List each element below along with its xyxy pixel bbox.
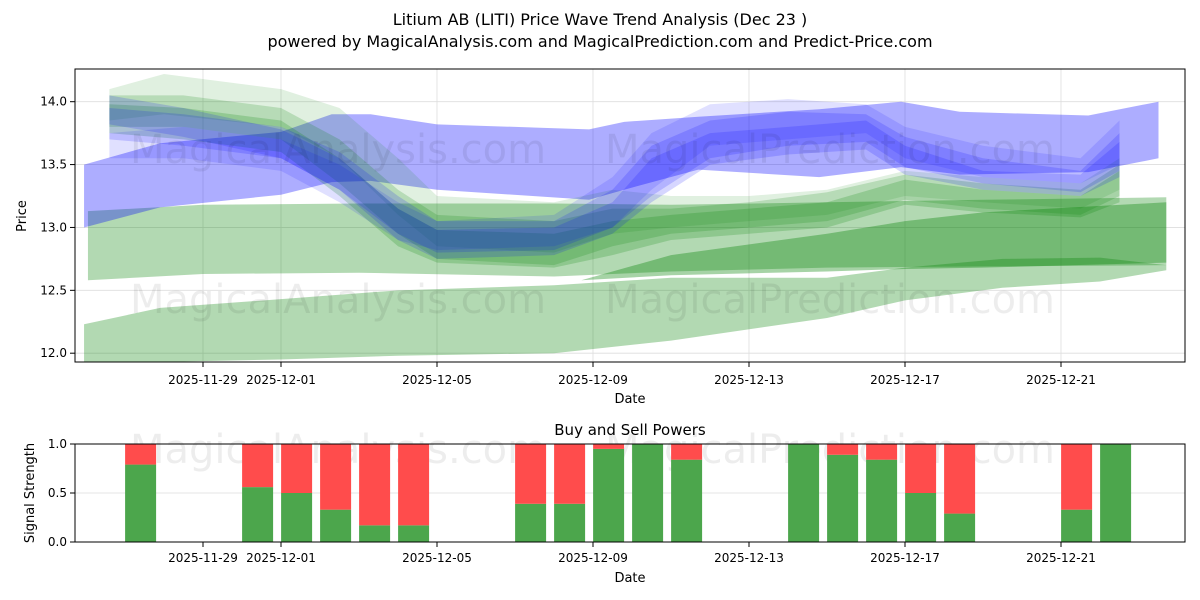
chart-subtitle: powered by MagicalAnalysis.com and Magic… bbox=[267, 32, 933, 51]
x-tick-label: 2025-12-21 bbox=[1026, 551, 1096, 565]
y-tick-label: 0.5 bbox=[48, 486, 67, 500]
buy-bar bbox=[359, 525, 391, 542]
buy-bar bbox=[671, 459, 703, 542]
y-tick-label: 14.0 bbox=[40, 95, 67, 109]
x-tick-label: 2025-12-17 bbox=[870, 373, 940, 387]
buy-bar bbox=[125, 464, 157, 542]
x-tick-label: 2025-12-21 bbox=[1026, 373, 1096, 387]
y-tick-label: 0.0 bbox=[48, 535, 67, 549]
buy-bar bbox=[944, 513, 976, 542]
watermark: MagicalAnalysis.com bbox=[130, 277, 546, 323]
x-tick-label: 2025-11-29 bbox=[168, 373, 238, 387]
y-tick-label: 13.5 bbox=[40, 158, 67, 172]
buy-bar bbox=[1100, 444, 1132, 542]
sell-bar bbox=[866, 444, 898, 460]
x-tick-label: 2025-12-05 bbox=[402, 373, 472, 387]
blue-wave-band bbox=[109, 99, 1120, 251]
plot-frame bbox=[74, 443, 1186, 543]
buy-bar bbox=[515, 503, 547, 542]
watermark: MagicalPrediction.com bbox=[605, 277, 1055, 323]
buy-bar bbox=[905, 493, 937, 542]
y-axis-label: Price bbox=[15, 200, 30, 232]
buy-bar bbox=[866, 459, 898, 542]
signal-chart: 2025-11-29 2025-12-01 2025-12-05 2025-12-09… bbox=[23, 421, 1186, 586]
y-axis-label: Signal Strength bbox=[23, 443, 38, 543]
buy-bar bbox=[398, 525, 430, 542]
x-axis-label: Date bbox=[614, 571, 645, 586]
x-tick-label: 2025-12-01 bbox=[246, 551, 316, 565]
blue-wave-band bbox=[109, 107, 1120, 253]
x-tick-label: 2025-12-09 bbox=[558, 373, 628, 387]
green-wave-band bbox=[109, 74, 1120, 253]
watermark: MagicalAnalysis.com bbox=[130, 127, 546, 173]
x-tick-label: 2025-12-05 bbox=[402, 551, 472, 565]
green-wave-band bbox=[109, 95, 1120, 266]
y-tick-label: 1.0 bbox=[48, 437, 67, 451]
sell-bar bbox=[944, 444, 976, 514]
buy-bar bbox=[632, 444, 664, 542]
x-tick-label: 2025-12-17 bbox=[870, 551, 940, 565]
buy-bar bbox=[242, 487, 274, 542]
blue-wave-band bbox=[84, 101, 1159, 228]
sell-bar bbox=[554, 444, 586, 504]
buy-bar bbox=[281, 493, 313, 542]
sell-bar bbox=[398, 444, 430, 526]
sell-bar bbox=[281, 444, 313, 493]
buy-bar bbox=[554, 503, 586, 542]
y-tick-label: 12.5 bbox=[40, 283, 67, 297]
bands bbox=[84, 74, 1167, 362]
buy-bar bbox=[788, 444, 820, 542]
green-wave-band bbox=[109, 104, 1120, 268]
x-tick-label: 2025-12-09 bbox=[558, 551, 628, 565]
sell-bar bbox=[242, 444, 274, 488]
buy-bar bbox=[1061, 509, 1093, 542]
x-tick-label: 2025-12-01 bbox=[246, 373, 316, 387]
sell-bar bbox=[827, 444, 859, 455]
x-tick-label: 2025-12-13 bbox=[714, 551, 784, 565]
plot-frame bbox=[74, 68, 1186, 363]
sell-bar bbox=[320, 444, 352, 510]
buy-bar bbox=[593, 448, 625, 542]
green-wave-band bbox=[84, 257, 1167, 362]
green-wave-band bbox=[581, 202, 1167, 281]
green-wave-band bbox=[87, 197, 1167, 281]
sell-bar bbox=[671, 444, 703, 460]
sell-bar bbox=[515, 444, 547, 504]
sell-bar bbox=[359, 444, 391, 526]
y-tick-label: 13.0 bbox=[40, 220, 67, 234]
y-tick-label: 12.0 bbox=[40, 346, 67, 360]
x-axis-label: Date bbox=[614, 392, 645, 407]
x-tick-label: 2025-11-29 bbox=[168, 551, 238, 565]
subplot-title: Buy and Sell Powers bbox=[554, 421, 706, 439]
buy-bar bbox=[320, 509, 352, 542]
watermark: MagicalPrediction.com bbox=[605, 127, 1055, 173]
sell-bar bbox=[905, 444, 937, 493]
sell-bar bbox=[1061, 444, 1093, 510]
x-tick-label: 2025-12-13 bbox=[714, 373, 784, 387]
price-chart: 2025-11-29 2025-12-01 2025-12-05 2025-12-09… bbox=[15, 68, 1186, 407]
sell-bar bbox=[593, 444, 625, 449]
buy-bar bbox=[827, 454, 859, 542]
chart-title: Litium AB (LITI) Price Wave Trend Analys… bbox=[392, 10, 808, 29]
blue-wave-band bbox=[109, 95, 1120, 259]
sell-bar bbox=[125, 444, 157, 465]
